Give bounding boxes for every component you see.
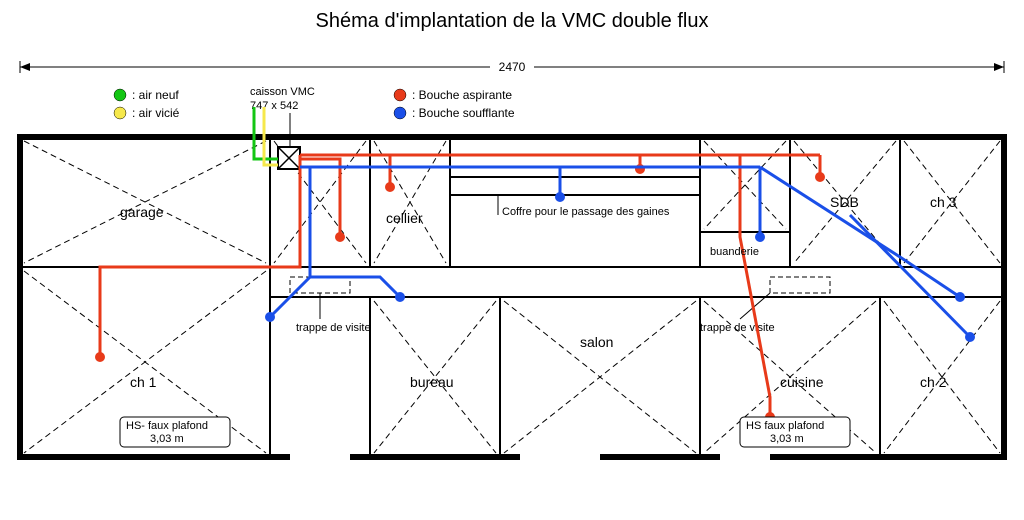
- svg-text:trappe de visite: trappe de visite: [700, 322, 775, 334]
- page-title: Shéma d'implantation de la VMC double fl…: [0, 10, 1024, 33]
- svg-text:HS faux plafond: HS faux plafond: [746, 420, 824, 432]
- floorplan-svg: 2470 : air neuf : air vicié : Bouche asp…: [0, 37, 1024, 517]
- svg-text:3,03 m: 3,03 m: [150, 433, 184, 445]
- partitions: [20, 137, 1004, 457]
- svg-text:HS- faux plafond: HS- faux plafond: [126, 420, 208, 432]
- vmc-caisson: [278, 147, 300, 169]
- duct-blue: [265, 167, 975, 342]
- svg-text:ch 1: ch 1: [130, 374, 157, 390]
- trappe-right: trappe de visite: [700, 277, 830, 334]
- svg-text:trappe de visite: trappe de visite: [296, 322, 371, 334]
- svg-text:SDB: SDB: [830, 194, 859, 210]
- svg-text:caisson VMC: caisson VMC: [250, 86, 315, 98]
- svg-text:: air vicié: : air vicié: [132, 106, 180, 120]
- air-neuf-line: [254, 107, 278, 159]
- svg-text:ch 3: ch 3: [930, 194, 957, 210]
- svg-text:: air neuf: : air neuf: [132, 88, 179, 102]
- caisson-label: caisson VMC 747 x 542: [250, 86, 315, 155]
- svg-text:salon: salon: [580, 334, 613, 350]
- svg-text:: Bouche aspirante: : Bouche aspirante: [412, 88, 512, 102]
- svg-text:cuisine: cuisine: [780, 374, 824, 390]
- dimension-top: 2470: [20, 59, 1004, 75]
- svg-text:bureau: bureau: [410, 374, 454, 390]
- room-labels: garage cellier SDB ch 3 buanderie ch 1 b…: [120, 194, 957, 390]
- svg-text:Coffre pour le passage des gai: Coffre pour le passage des gaines: [502, 206, 670, 218]
- svg-text:3,03 m: 3,03 m: [770, 433, 804, 445]
- faux-plafond-right: HS faux plafond 3,03 m: [740, 417, 850, 447]
- faux-plafond-left: HS- faux plafond 3,03 m: [120, 417, 230, 447]
- svg-text:2470: 2470: [499, 60, 526, 74]
- svg-text:buanderie: buanderie: [710, 246, 759, 258]
- svg-text:cellier: cellier: [386, 210, 423, 226]
- svg-text:: Bouche soufflante: : Bouche soufflante: [412, 106, 515, 120]
- svg-text:ch 2: ch 2: [920, 374, 947, 390]
- svg-text:garage: garage: [120, 204, 164, 220]
- svg-text:747 x 542: 747 x 542: [250, 100, 298, 112]
- coffre-label: Coffre pour le passage des gaines: [498, 195, 670, 218]
